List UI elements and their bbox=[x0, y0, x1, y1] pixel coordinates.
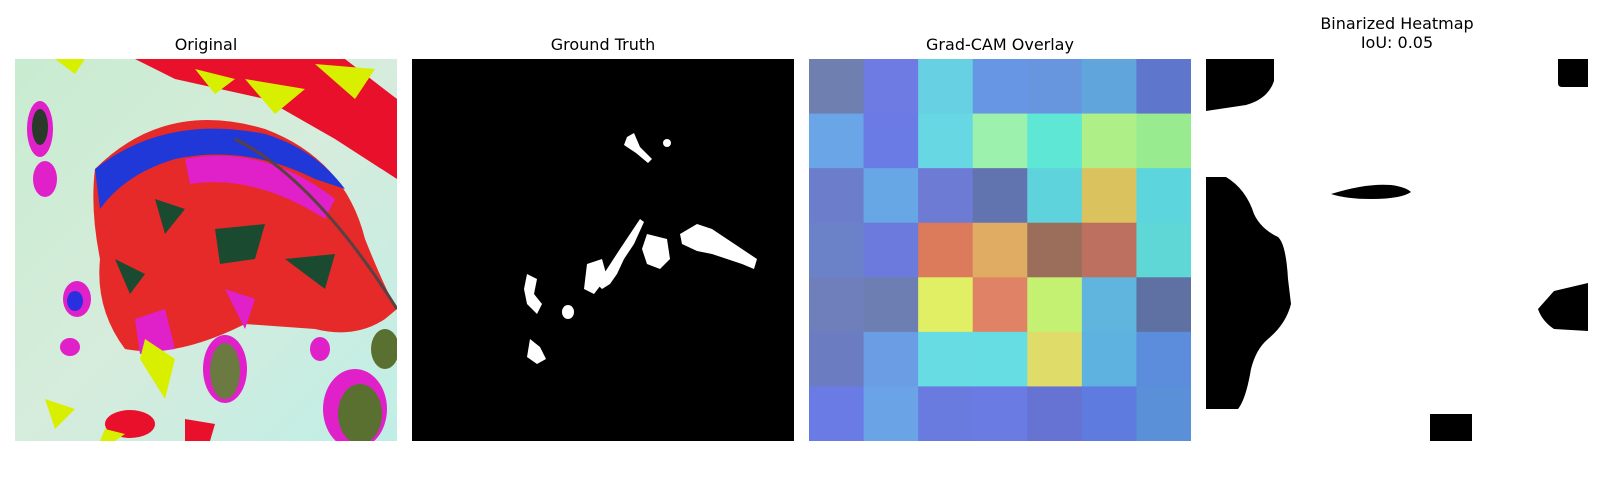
gradcam-cell bbox=[1027, 277, 1083, 333]
gradcam-cell bbox=[1136, 168, 1191, 224]
original-image bbox=[15, 59, 397, 441]
gradcam-cell bbox=[972, 168, 1028, 224]
gradcam-cell bbox=[863, 168, 919, 224]
gradcam-cell bbox=[1027, 168, 1083, 224]
gradcam-cell bbox=[1081, 222, 1137, 278]
gradcam-overlay-title: Grad-CAM Overlay bbox=[926, 35, 1074, 54]
gradcam-grid bbox=[809, 59, 1191, 441]
gradcam-cell bbox=[809, 113, 865, 169]
gradcam-cell bbox=[1081, 113, 1137, 169]
gradcam-cell bbox=[809, 386, 865, 441]
gradcam-cell bbox=[1027, 331, 1083, 387]
ground-truth-title: Ground Truth bbox=[550, 35, 656, 54]
gradcam-cell bbox=[1136, 59, 1191, 115]
gradcam-cell bbox=[918, 168, 974, 224]
gradcam-cell bbox=[809, 331, 865, 387]
gradcam-cell bbox=[863, 277, 919, 333]
gradcam-cell bbox=[918, 113, 974, 169]
gradcam-cell bbox=[918, 277, 974, 333]
gradcam-cell bbox=[972, 386, 1028, 441]
gradcam-cell bbox=[1081, 386, 1137, 441]
gradcam-cell bbox=[1136, 331, 1191, 387]
gradcam-cell bbox=[863, 113, 919, 169]
gradcam-cell bbox=[1136, 386, 1191, 441]
gradcam-cell bbox=[1027, 59, 1083, 115]
ground-truth-mask bbox=[412, 59, 794, 441]
gradcam-cell bbox=[1136, 277, 1191, 333]
original-leaf-picture bbox=[15, 59, 397, 441]
gradcam-cell bbox=[863, 222, 919, 278]
gradcam-cell bbox=[1027, 222, 1083, 278]
gradcam-cell bbox=[972, 113, 1028, 169]
gradcam-cell bbox=[972, 59, 1028, 115]
gradcam-cell bbox=[809, 222, 865, 278]
original-title: Original bbox=[174, 35, 238, 54]
gradcam-cell bbox=[1027, 113, 1083, 169]
binarized-heatmap-title: Binarized Heatmap IoU: 0.05 bbox=[1206, 14, 1588, 52]
gradcam-cell bbox=[1136, 222, 1191, 278]
gradcam-cell bbox=[863, 59, 919, 115]
gradcam-cell bbox=[918, 59, 974, 115]
gradcam-cell bbox=[809, 59, 865, 115]
gradcam-cell bbox=[809, 168, 865, 224]
gradcam-overlay bbox=[809, 59, 1191, 441]
gradcam-cell bbox=[1081, 59, 1137, 115]
gradcam-cell bbox=[918, 386, 974, 441]
gradcam-cell bbox=[1136, 113, 1191, 169]
binarized-title-text: Binarized Heatmap bbox=[1320, 14, 1474, 33]
gradcam-cell bbox=[918, 222, 974, 278]
gradcam-cell bbox=[972, 331, 1028, 387]
gradcam-cell bbox=[918, 331, 974, 387]
gradcam-cell bbox=[972, 222, 1028, 278]
gradcam-cell bbox=[1081, 331, 1137, 387]
gradcam-cell bbox=[972, 277, 1028, 333]
gradcam-cell bbox=[1081, 168, 1137, 224]
gradcam-cell bbox=[1027, 386, 1083, 441]
binarized-heatmap bbox=[1206, 59, 1588, 441]
gradcam-cell bbox=[863, 386, 919, 441]
iou-label: IoU: 0.05 bbox=[1360, 33, 1434, 52]
ground-truth-picture bbox=[412, 59, 794, 441]
gradcam-cell bbox=[1081, 277, 1137, 333]
gradcam-cell bbox=[809, 277, 865, 333]
binarized-heatmap-picture bbox=[1206, 59, 1588, 441]
gradcam-cell bbox=[863, 331, 919, 387]
